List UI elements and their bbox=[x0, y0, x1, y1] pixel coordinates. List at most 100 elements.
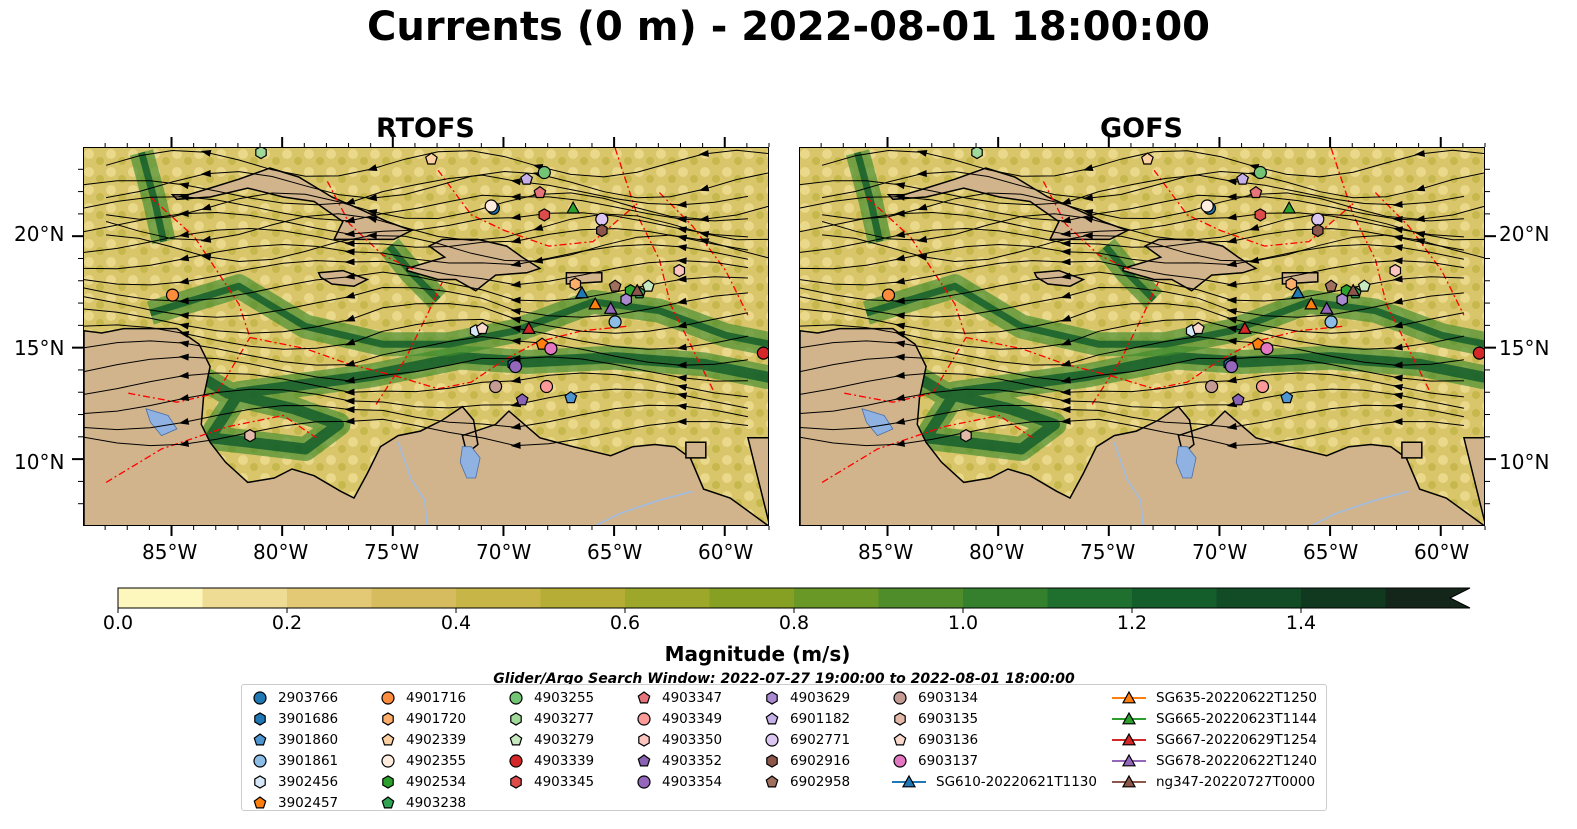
colorbar-tick-label: 0.6 bbox=[609, 612, 641, 634]
lon-label: 65°W bbox=[587, 540, 643, 564]
platform-marker bbox=[1140, 152, 1154, 165]
gofs-map[interactable] bbox=[799, 147, 1485, 526]
platform-marker bbox=[1357, 279, 1371, 292]
legend-marker-icon bbox=[1112, 753, 1146, 767]
legend-marker-icon bbox=[765, 733, 779, 747]
lon-label: 85°W bbox=[142, 540, 198, 564]
legend-item: SG665-20220623T1144 bbox=[1112, 709, 1317, 729]
platform-marker bbox=[595, 212, 609, 226]
legend-item-label: 4903277 bbox=[534, 711, 595, 727]
legend-item-label: SG635-20220622T1250 bbox=[1156, 690, 1317, 706]
platform-marker bbox=[539, 379, 554, 394]
platform-marker bbox=[1254, 208, 1267, 222]
platform-marker bbox=[244, 428, 256, 443]
platform-marker bbox=[1236, 172, 1250, 185]
platform-marker bbox=[971, 148, 983, 160]
legend-marker-icon bbox=[894, 712, 906, 726]
legend-item: 4903349 bbox=[636, 709, 722, 729]
legend-marker-icon bbox=[637, 691, 651, 704]
legend-item-label: 3902457 bbox=[278, 795, 339, 811]
legend-item-label: 4902534 bbox=[406, 774, 467, 790]
legend-marker-icon bbox=[637, 754, 651, 767]
legend-item: 4902355 bbox=[380, 751, 466, 771]
legend-item-label: 3902456 bbox=[278, 774, 339, 790]
legend-item-label: 4903345 bbox=[534, 774, 595, 790]
streamlines bbox=[800, 149, 1484, 449]
legend-item-label: 4903238 bbox=[406, 795, 467, 811]
legend-item: 6902958 bbox=[764, 772, 850, 792]
platform-marker bbox=[608, 279, 622, 292]
legend-item: 4903629 bbox=[764, 688, 850, 708]
platform-marker bbox=[1389, 263, 1402, 278]
platform-marker bbox=[508, 359, 523, 374]
legend-item: 4903277 bbox=[508, 709, 594, 729]
legend-marker-icon bbox=[253, 796, 267, 809]
legend-marker-icon bbox=[382, 712, 394, 726]
current-jets bbox=[84, 149, 768, 461]
platform-marker bbox=[1319, 301, 1334, 314]
platform-marker bbox=[673, 263, 686, 278]
platform-marker bbox=[1472, 346, 1484, 360]
platform-marker bbox=[424, 152, 438, 165]
colorbar-segment bbox=[1216, 588, 1302, 608]
platform-marker bbox=[515, 393, 529, 406]
legend-marker-icon bbox=[509, 754, 523, 768]
platform-marker bbox=[1311, 223, 1324, 238]
legend-marker-icon bbox=[510, 775, 522, 789]
lon-label: 70°W bbox=[476, 540, 532, 564]
legend-marker-icon bbox=[1112, 774, 1146, 788]
lat-label-right: 20°N bbox=[1499, 222, 1550, 246]
legend-item: 2903766 bbox=[252, 688, 338, 708]
legend-marker-icon bbox=[1112, 690, 1146, 704]
panel-title-gofs: GOFS bbox=[1100, 113, 1184, 144]
legend-item-label: 6903134 bbox=[918, 690, 979, 706]
legend-marker-icon bbox=[893, 754, 907, 768]
legend-item-label: 2903766 bbox=[278, 690, 339, 706]
platform-marker bbox=[1237, 321, 1252, 335]
platform-marker bbox=[538, 208, 551, 222]
legend-item: 6903135 bbox=[892, 709, 978, 729]
legend-marker-icon bbox=[509, 691, 523, 705]
platform-marker bbox=[1249, 185, 1263, 199]
platform-marker bbox=[641, 279, 655, 292]
colorbar-tick-label: 1.2 bbox=[1116, 612, 1148, 634]
legend-marker-icon bbox=[637, 775, 651, 789]
colorbar-segment bbox=[625, 588, 710, 608]
legend-item: 3902456 bbox=[252, 772, 338, 792]
legend-item: 6902916 bbox=[764, 751, 850, 771]
platform-marker bbox=[1285, 277, 1298, 291]
platform-marker bbox=[620, 292, 633, 307]
legend-item-label: 6901182 bbox=[790, 711, 851, 727]
colorbar-extend-arrow bbox=[1385, 588, 1470, 608]
legend-item: 4903354 bbox=[636, 772, 722, 792]
legend-item: 3902457 bbox=[252, 793, 338, 813]
legend-marker-icon bbox=[253, 754, 267, 768]
legend-marker-icon bbox=[254, 775, 266, 789]
legend-item: 4902534 bbox=[380, 772, 466, 792]
platform-marker bbox=[1200, 199, 1214, 213]
colorbar-segment bbox=[794, 588, 879, 608]
legend-item: 4903255 bbox=[508, 688, 594, 708]
platform-marker bbox=[520, 172, 534, 185]
legend-marker-icon bbox=[765, 775, 779, 788]
platform-marker bbox=[574, 285, 589, 299]
colorbar-tick-label: 1.0 bbox=[947, 612, 979, 634]
platform-marker bbox=[1231, 393, 1245, 406]
rtofs-map[interactable] bbox=[83, 147, 769, 526]
legend-marker-icon bbox=[381, 796, 395, 809]
platform-marker bbox=[484, 199, 498, 213]
legend-marker-icon bbox=[892, 774, 926, 788]
platform-marker bbox=[566, 200, 581, 214]
legend-item: SG610-20220621T1130 bbox=[892, 772, 1097, 792]
lon-label: 75°W bbox=[1080, 540, 1136, 564]
colorbar-tick-label: 0.0 bbox=[102, 612, 134, 634]
platform-marker bbox=[489, 379, 503, 394]
colorbar-segment bbox=[963, 588, 1048, 608]
colorbar-segment bbox=[709, 588, 795, 608]
legend-marker-icon bbox=[638, 733, 650, 747]
streamlines bbox=[84, 149, 768, 449]
platform-marker bbox=[1324, 315, 1338, 329]
platform-marker bbox=[255, 148, 267, 160]
legend-item: 6901182 bbox=[764, 709, 850, 729]
legend-item-label: 4903255 bbox=[534, 690, 595, 706]
